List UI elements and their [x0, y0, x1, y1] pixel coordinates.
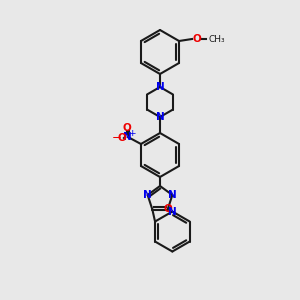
- Text: N: N: [143, 190, 152, 200]
- Text: O: O: [193, 34, 201, 44]
- Text: −: −: [112, 131, 122, 145]
- Text: O: O: [123, 123, 131, 133]
- Text: +: +: [128, 128, 136, 137]
- Text: N: N: [168, 190, 177, 200]
- Text: N: N: [168, 206, 177, 217]
- Text: N: N: [156, 112, 164, 122]
- Text: O: O: [118, 133, 126, 143]
- Text: O: O: [163, 203, 172, 214]
- Text: N: N: [156, 82, 164, 92]
- Text: N: N: [123, 132, 131, 142]
- Text: CH₃: CH₃: [208, 34, 225, 43]
